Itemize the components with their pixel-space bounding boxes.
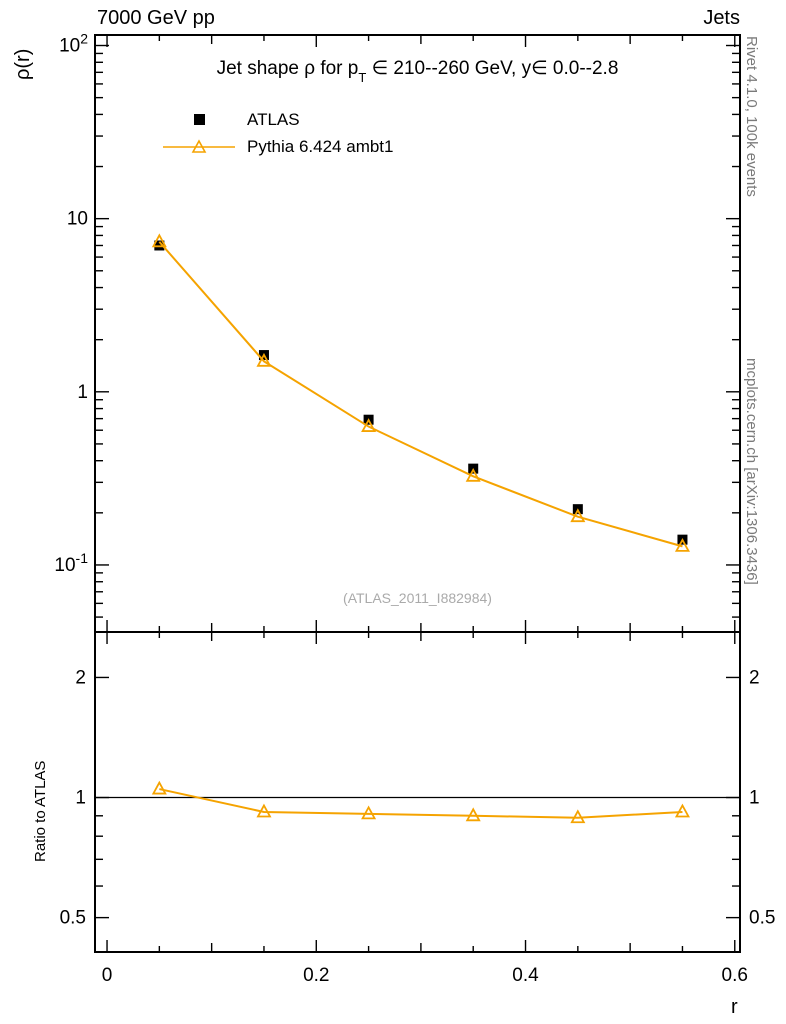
- plot-title-subscript: T: [358, 69, 367, 85]
- beam-energy-label: 7000 GeV pp: [97, 7, 215, 29]
- ratio-y-axis-label: Ratio to ATLAS: [32, 760, 49, 862]
- svg-text:10-1: 10-1: [54, 550, 88, 576]
- plot-title-main: Jet shape ρ for p: [216, 58, 359, 79]
- legend-label-pythia: Pythia 6.424 ambt1: [247, 136, 394, 156]
- svg-text:0.5: 0.5: [60, 908, 86, 929]
- legend-item-pythia: Pythia 6.424 ambt1: [163, 133, 393, 160]
- x-axis-label: r: [731, 996, 738, 1018]
- svg-text:0.6: 0.6: [722, 965, 748, 986]
- plot-title-rest: ∈ 210--260 GeV, y∈ 0.0--2.8: [366, 58, 619, 79]
- open-triangle-marker-icon: [163, 138, 235, 155]
- mcplots-credit-label: mcplots.cern.ch [arXiv:1306.3436]: [743, 358, 760, 585]
- rivet-version-label: Rivet 4.1.0, 100k events: [743, 36, 760, 197]
- y-axis-label: ρ(r): [12, 48, 34, 80]
- plot-title: Jet shape ρ for pT ∈ 210--260 GeV, y∈ 0.…: [95, 57, 740, 85]
- legend-item-atlas: ATLAS: [163, 106, 393, 133]
- svg-text:2: 2: [75, 667, 86, 688]
- legend-label-atlas: ATLAS: [247, 109, 300, 129]
- analysis-type-label: Jets: [703, 7, 740, 29]
- legend: ATLAS Pythia 6.424 ambt1: [163, 106, 393, 160]
- svg-text:1: 1: [749, 788, 760, 809]
- svg-text:0.2: 0.2: [303, 965, 329, 986]
- filled-square-marker-icon: [193, 114, 205, 125]
- watermark-analysis-id: (ATLAS_2011_I882984): [343, 590, 492, 606]
- svg-text:0: 0: [102, 965, 113, 986]
- svg-text:1: 1: [77, 382, 88, 403]
- svg-text:10: 10: [67, 209, 88, 230]
- svg-text:0.4: 0.4: [512, 965, 539, 986]
- svg-text:102: 102: [59, 31, 88, 57]
- svg-text:2: 2: [749, 667, 760, 688]
- svg-text:1: 1: [75, 788, 86, 809]
- svg-text:0.5: 0.5: [749, 908, 775, 929]
